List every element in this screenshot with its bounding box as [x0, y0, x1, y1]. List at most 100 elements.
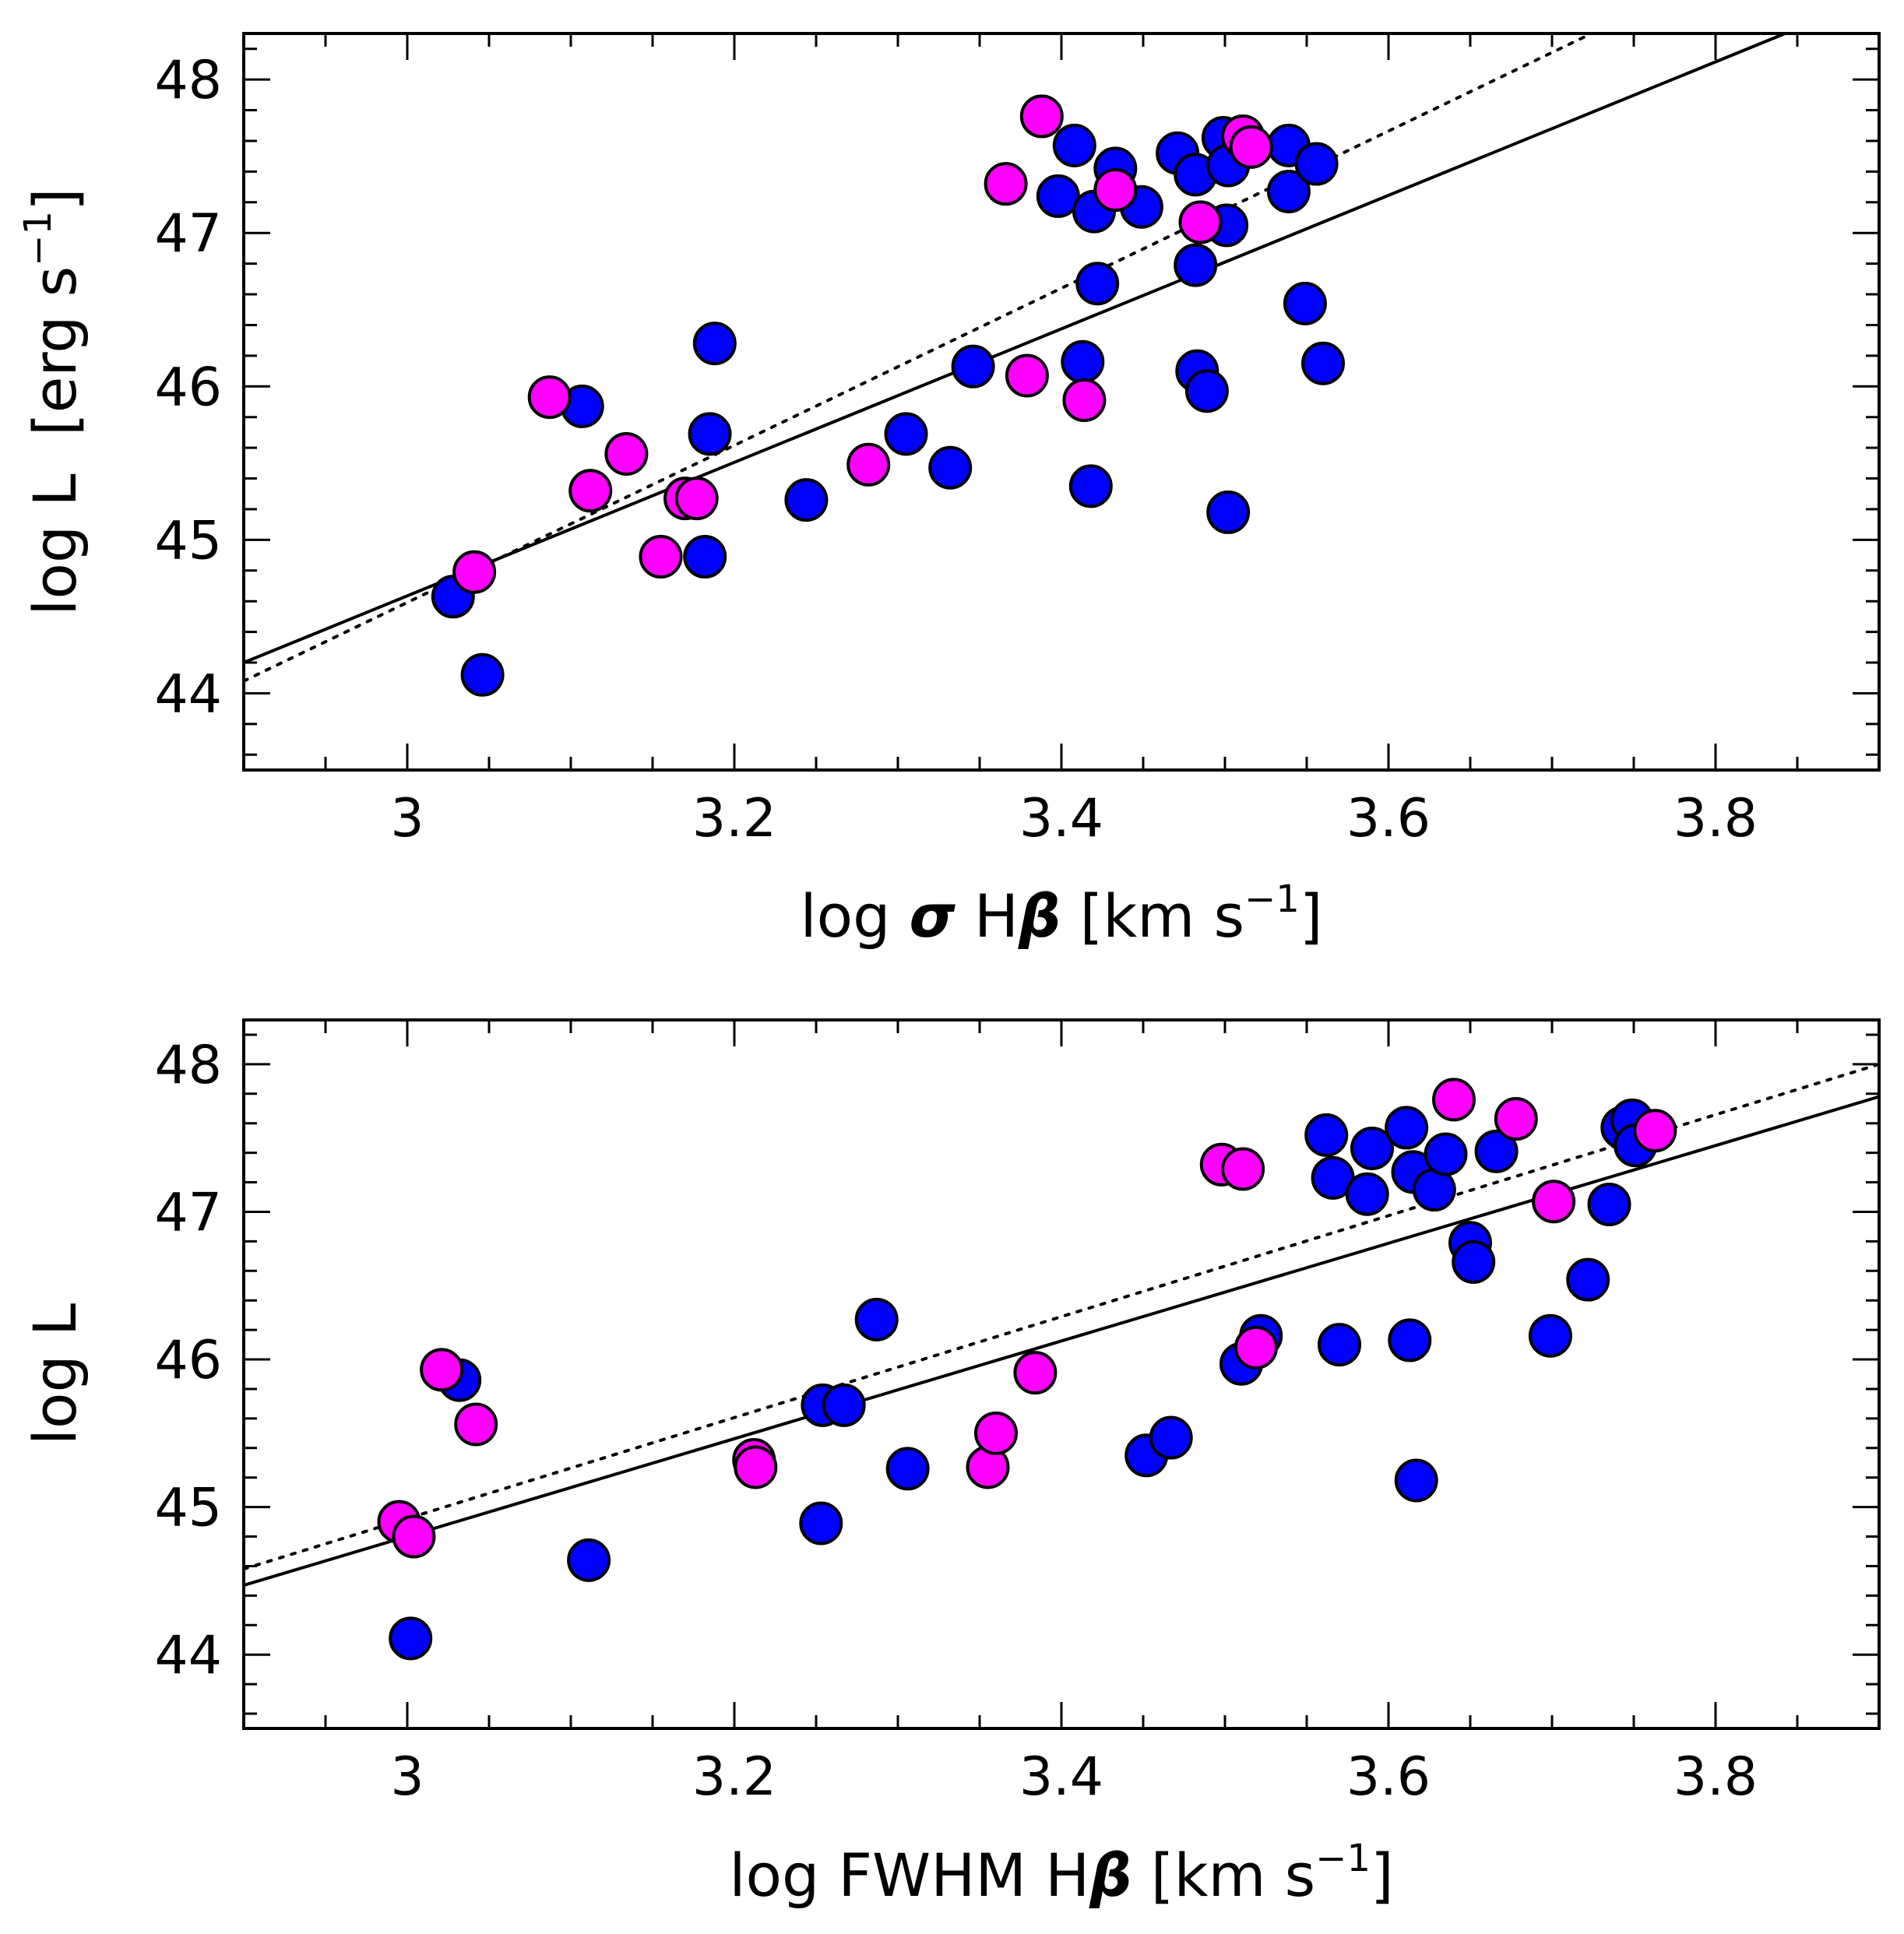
magenta-data-point — [1432, 1078, 1476, 1122]
blue-data-point — [884, 412, 928, 456]
x-tick-label: 3.4 — [1019, 1746, 1103, 1808]
blue-data-point — [1528, 1313, 1572, 1358]
magenta-data-point — [1229, 125, 1273, 169]
magenta-data-point — [420, 1348, 464, 1392]
y-tick-label: 48 — [154, 1035, 222, 1096]
x-tick-label: 3.4 — [1019, 788, 1103, 849]
blue-data-point — [1388, 1318, 1432, 1363]
sigma-panel: 3 3.2 3.4 3.6 3.8 44 45 46 47 48 log σ Hβ [km s−… — [16, 32, 1881, 951]
magenta-data-point — [674, 476, 719, 521]
sigma-fit-lines — [244, 33, 1790, 683]
fwhm-fit-lines — [244, 1062, 1879, 1588]
magenta-data-point — [1005, 353, 1049, 398]
fwhm-axis-ticks — [242, 1020, 1881, 1728]
fwhm-plot-frame — [242, 1018, 1881, 1730]
magenta-data-point — [392, 1514, 436, 1559]
magenta-data-point — [1633, 1109, 1677, 1153]
blue-data-point — [1174, 243, 1218, 287]
magenta-data-point — [527, 375, 572, 420]
x-tick-label: 3.2 — [692, 788, 776, 849]
magenta-data-point — [568, 469, 613, 513]
blue-data-point — [683, 535, 727, 579]
x-tick-label: 3.8 — [1673, 788, 1758, 849]
dotted-fit-line — [244, 1062, 1879, 1571]
magenta-data-point — [1013, 1351, 1058, 1395]
blue-data-point — [1266, 169, 1311, 213]
y-tick-label: 47 — [154, 1182, 222, 1243]
magenta-data-point — [1093, 168, 1138, 213]
sigma-x-tick-labels: 3 3.2 3.4 3.6 3.8 — [390, 788, 1758, 849]
fwhm-x-tick-labels: 3 3.2 3.4 3.6 3.8 — [390, 1746, 1758, 1808]
blue-data-point — [692, 322, 737, 366]
fwhm-x-axis-label: log FWHM Hβ [km s−1] — [729, 1837, 1393, 1910]
blue-data-point — [1385, 1106, 1429, 1150]
y-tick-label: 45 — [154, 1478, 222, 1539]
blue-data-point — [1036, 174, 1080, 218]
blue-data-point — [1424, 1132, 1468, 1176]
blue-data-point — [1149, 1415, 1193, 1460]
magenta-data-point — [984, 162, 1028, 206]
blue-data-point — [822, 1383, 866, 1427]
magenta-data-point — [734, 1445, 778, 1489]
magenta-data-point — [454, 1402, 498, 1447]
y-tick-label: 46 — [154, 357, 222, 418]
y-tick-label: 44 — [154, 1625, 222, 1686]
magenta-data-point — [974, 1411, 1018, 1455]
blue-data-point — [1566, 1257, 1610, 1302]
blue-data-point — [799, 1501, 843, 1545]
blue-data-point — [1345, 1172, 1389, 1216]
blue-data-point — [460, 652, 505, 697]
blue-data-point — [1052, 123, 1096, 167]
solid-fit-line — [244, 1095, 1879, 1588]
magenta-data-point — [1221, 1147, 1265, 1191]
x-tick-label: 3 — [390, 788, 424, 849]
magenta-data-point — [639, 535, 683, 579]
y-tick-label: 47 — [154, 203, 222, 265]
blue-data-point — [1318, 1323, 1361, 1367]
blue-data-point — [1068, 464, 1113, 508]
blue-data-point — [1474, 1129, 1519, 1173]
x-tick-label: 3.6 — [1346, 788, 1431, 849]
x-tick-label: 3.2 — [692, 1746, 776, 1808]
blue-data-point — [1184, 369, 1229, 413]
y-tick-label: 46 — [154, 1330, 222, 1391]
fwhm-y-axis-label: log L — [20, 1303, 90, 1445]
magenta-data-point — [1178, 200, 1223, 244]
blue-data-point — [1452, 1240, 1496, 1284]
x-tick-label: 3 — [390, 1746, 424, 1808]
blue-data-point — [1283, 281, 1327, 325]
blue-data-point — [854, 1297, 899, 1341]
blue-data-point — [1294, 142, 1339, 186]
magenta-data-point — [604, 432, 649, 476]
y-tick-label: 45 — [154, 510, 222, 571]
magenta-data-point — [1062, 378, 1107, 423]
magenta-data-point — [452, 550, 497, 594]
sigma-data-points — [431, 94, 1345, 697]
blue-data-point — [951, 344, 995, 389]
blue-data-point — [928, 445, 973, 490]
sigma-plot-frame — [242, 32, 1881, 772]
dotted-fit-line — [244, 33, 1596, 683]
magenta-data-point — [1019, 94, 1064, 139]
sigma-y-tick-labels: 44 45 46 47 48 — [154, 50, 222, 725]
magenta-data-point — [1494, 1097, 1538, 1141]
fwhm-y-tick-labels: 44 45 46 47 48 — [154, 1035, 222, 1686]
y-tick-label: 48 — [154, 50, 222, 111]
magenta-data-point — [1234, 1325, 1278, 1370]
fwhm-panel: 3 3.2 3.4 3.6 3.8 44 45 46 47 48 log FWHM Hβ [km… — [20, 1018, 1881, 1910]
blue-data-point — [389, 1616, 433, 1661]
blue-data-point — [1304, 1113, 1349, 1157]
sigma-x-axis-label: log σ Hβ [km s−1] — [801, 877, 1323, 951]
sigma-axis-ticks — [242, 33, 1881, 770]
blue-data-point — [784, 478, 829, 522]
blue-data-point — [1206, 490, 1251, 534]
fwhm-data-points — [377, 1078, 1677, 1661]
x-tick-label: 3.6 — [1346, 1746, 1431, 1808]
blue-data-point — [1301, 341, 1345, 385]
blue-data-point — [1061, 339, 1105, 384]
blue-data-point — [1075, 262, 1120, 306]
magenta-data-point — [846, 442, 891, 487]
blue-data-point — [1350, 1126, 1394, 1170]
magenta-data-point — [1532, 1180, 1576, 1224]
